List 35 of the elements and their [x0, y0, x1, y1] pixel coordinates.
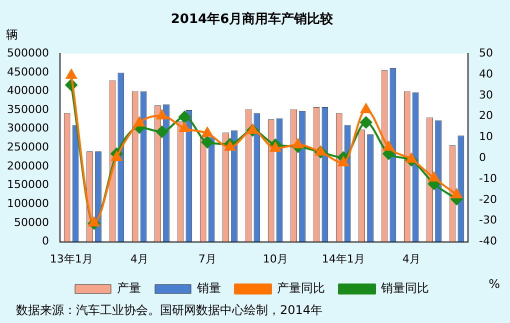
y-tick-label: 400000 — [6, 84, 49, 98]
y2-tick-label: 40 — [479, 67, 494, 80]
y2-tick-label: 20 — [479, 109, 494, 122]
y2-tick-label: 30 — [479, 88, 494, 102]
y-tick-label: 250000 — [6, 140, 49, 154]
legend-label: 销量同比 — [380, 281, 429, 296]
y-tick-label: 450000 — [6, 65, 49, 78]
y-tick-label: 0 — [42, 234, 49, 248]
x-tick-label: 4月 — [130, 252, 148, 266]
chart-title: 2014年6月商用车产销比较 — [170, 11, 334, 28]
legend-label: 产量 — [117, 281, 141, 296]
y2-tick-label: 10 — [479, 130, 494, 144]
y2-tick-label: -30 — [479, 214, 497, 227]
y2-tick-label: 0 — [479, 151, 486, 164]
y-tick-label: 350000 — [6, 102, 49, 116]
y2-tick-label: -40 — [479, 234, 497, 248]
y2-tick-label: -20 — [479, 192, 497, 206]
y-axis-title: 辆 — [6, 28, 18, 42]
legend-label: 产量同比 — [277, 281, 325, 296]
x-tick-label: 14年1月 — [322, 252, 365, 266]
y2-tick-label: 50 — [479, 46, 494, 60]
y-tick-label: 500000 — [6, 46, 49, 60]
x-tick-label: 13年1月 — [50, 252, 93, 266]
y-tick-label: 50000 — [14, 216, 49, 229]
y-tick-label: 150000 — [6, 178, 49, 192]
y2-axis-title: % — [488, 277, 500, 292]
x-tick-label: 4月 — [402, 252, 420, 266]
y-tick-label: 300000 — [6, 122, 49, 135]
y-tick-label: 100000 — [6, 197, 49, 210]
source-note: 数据来源：汽车工业协会。国研网数据中心绘制，2014年 — [16, 303, 323, 318]
y2-tick-label: -10 — [479, 172, 497, 185]
y-tick-label: 200000 — [6, 159, 49, 172]
x-tick-label: 10月 — [262, 252, 288, 266]
legend-label: 销量 — [196, 281, 221, 296]
x-tick-label: 7月 — [198, 252, 216, 266]
